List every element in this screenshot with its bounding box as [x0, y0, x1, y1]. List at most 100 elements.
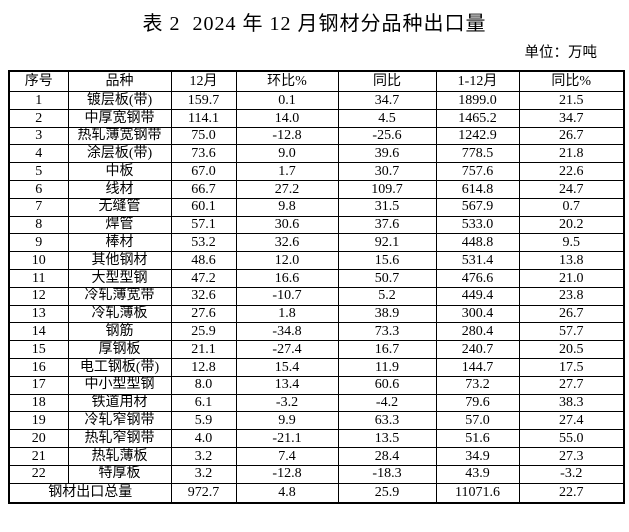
table-row: 6 线材 66.7 27.2 109.7 614.8 24.7 [8, 179, 625, 199]
product-name-cell: 电工钢板(带) [67, 357, 172, 377]
value-cell: 7.4 [235, 446, 339, 466]
value-cell: 73.2 [435, 375, 520, 395]
col-header-index: 序号 [8, 70, 69, 92]
value-cell: -25.6 [337, 126, 437, 146]
value-cell: 37.6 [337, 215, 437, 235]
value-cell: 30.7 [337, 162, 437, 181]
table-row: 7 无缝管 60.1 9.8 31.5 567.9 0.7 [8, 197, 625, 217]
header-row: 序号 品种 12月 环比% 同比 1-12月 同比% [8, 70, 625, 92]
row-number-cell: 18 [8, 393, 69, 413]
value-cell: 6.1 [170, 393, 237, 413]
value-cell: 4.0 [170, 429, 237, 448]
table-body: 1 镀层板(带) 159.7 0.1 34.7 1899.0 21.5 2 中厚宽钢带 114.1… [8, 91, 625, 504]
value-cell: 27.3 [518, 446, 625, 466]
col-header-mom: 环比% [235, 70, 339, 92]
value-cell: 60.6 [337, 375, 437, 395]
value-cell: -10.7 [235, 286, 339, 306]
total-value-cell: 972.7 [170, 482, 237, 504]
value-cell: 79.6 [435, 393, 520, 413]
value-cell: 778.5 [435, 144, 520, 164]
row-number-cell: 5 [8, 162, 69, 181]
row-number-cell: 21 [8, 446, 69, 466]
product-name-cell: 中板 [67, 162, 172, 181]
row-number-cell: 12 [8, 286, 69, 306]
value-cell: 4.5 [337, 108, 437, 128]
product-name-cell: 镀层板(带) [67, 91, 172, 110]
value-cell: 476.6 [435, 268, 520, 288]
table-row: 2 中厚宽钢带 114.1 14.0 4.5 1465.2 34.7 [8, 108, 625, 128]
product-name-cell: 热轧薄板 [67, 446, 172, 466]
product-name-cell: 其他钢材 [67, 251, 172, 270]
value-cell: 13.5 [337, 429, 437, 448]
table-row: 18 铁道用材 6.1 -3.2 -4.2 79.6 38.3 [8, 393, 625, 413]
value-cell: 16.6 [235, 268, 339, 288]
value-cell: 13.4 [235, 375, 339, 395]
value-cell: 449.4 [435, 286, 520, 306]
table-row: 20 热轧窄钢带 4.0 -21.1 13.5 51.6 55.0 [8, 429, 625, 448]
value-cell: 9.8 [235, 197, 339, 217]
total-value-cell: 4.8 [235, 482, 339, 504]
value-cell: 30.6 [235, 215, 339, 235]
value-cell: 3.2 [170, 446, 237, 466]
value-cell: 50.7 [337, 268, 437, 288]
value-cell: 21.5 [518, 91, 625, 110]
value-cell: 32.6 [170, 286, 237, 306]
value-cell: -12.8 [235, 464, 339, 484]
table-row: 3 热轧薄宽钢带 75.0 -12.8 -25.6 1242.9 26.7 [8, 126, 625, 146]
value-cell: 20.5 [518, 340, 625, 359]
value-cell: 57.0 [435, 411, 520, 431]
value-cell: 27.2 [235, 179, 339, 199]
value-cell: 34.7 [337, 91, 437, 110]
row-number-cell: 13 [8, 304, 69, 324]
value-cell: 28.4 [337, 446, 437, 466]
product-name-cell: 线材 [67, 179, 172, 199]
value-cell: 53.2 [170, 233, 237, 253]
table-row: 9 棒材 53.2 32.6 92.1 448.8 9.5 [8, 233, 625, 253]
product-name-cell: 热轧窄钢带 [67, 429, 172, 448]
value-cell: -4.2 [337, 393, 437, 413]
row-number-cell: 11 [8, 268, 69, 288]
product-name-cell: 中小型型钢 [67, 375, 172, 395]
value-cell: 27.7 [518, 375, 625, 395]
table-row: 8 焊管 57.1 30.6 37.6 533.0 20.2 [8, 215, 625, 235]
value-cell: 11.9 [337, 357, 437, 377]
product-name-cell: 厚钢板 [67, 340, 172, 359]
value-cell: 8.0 [170, 375, 237, 395]
table-row: 15 厚钢板 21.1 -27.4 16.7 240.7 20.5 [8, 340, 625, 359]
value-cell: 31.5 [337, 197, 437, 217]
row-number-cell: 15 [8, 340, 69, 359]
product-name-cell: 钢筋 [67, 322, 172, 342]
value-cell: 38.3 [518, 393, 625, 413]
row-number-cell: 2 [8, 108, 69, 128]
value-cell: 63.3 [337, 411, 437, 431]
table-row: 4 涂层板(带) 73.6 9.0 39.6 778.5 21.8 [8, 144, 625, 164]
product-name-cell: 大型型钢 [67, 268, 172, 288]
table-row: 5 中板 67.0 1.7 30.7 757.6 22.6 [8, 162, 625, 181]
table-row: 22 特厚板 3.2 -12.8 -18.3 43.9 -3.2 [8, 464, 625, 484]
value-cell: 567.9 [435, 197, 520, 217]
value-cell: -21.1 [235, 429, 339, 448]
col-header-dec: 12月 [170, 70, 237, 92]
value-cell: 3.2 [170, 464, 237, 484]
value-cell: 21.8 [518, 144, 625, 164]
total-value-cell: 25.9 [337, 482, 437, 504]
table-row: 11 大型型钢 47.2 16.6 50.7 476.6 21.0 [8, 268, 625, 288]
row-number-cell: 7 [8, 197, 69, 217]
value-cell: 47.2 [170, 268, 237, 288]
value-cell: 533.0 [435, 215, 520, 235]
value-cell: 15.4 [235, 357, 339, 377]
total-label-cell: 钢材出口总量 [8, 482, 172, 504]
value-cell: 55.0 [518, 429, 625, 448]
table-row: 12 冷轧薄宽带 32.6 -10.7 5.2 449.4 23.8 [8, 286, 625, 306]
steel-export-table: 序号 品种 12月 环比% 同比 1-12月 同比% 1 镀层板(带) 159.7 0… [8, 70, 625, 504]
value-cell: 300.4 [435, 304, 520, 324]
value-cell: 5.9 [170, 411, 237, 431]
value-cell: 23.8 [518, 286, 625, 306]
value-cell: 57.1 [170, 215, 237, 235]
value-cell: 48.6 [170, 251, 237, 270]
row-number-cell: 16 [8, 357, 69, 377]
value-cell: 12.0 [235, 251, 339, 270]
value-cell: 1242.9 [435, 126, 520, 146]
value-cell: -3.2 [518, 464, 625, 484]
row-number-cell: 19 [8, 411, 69, 431]
